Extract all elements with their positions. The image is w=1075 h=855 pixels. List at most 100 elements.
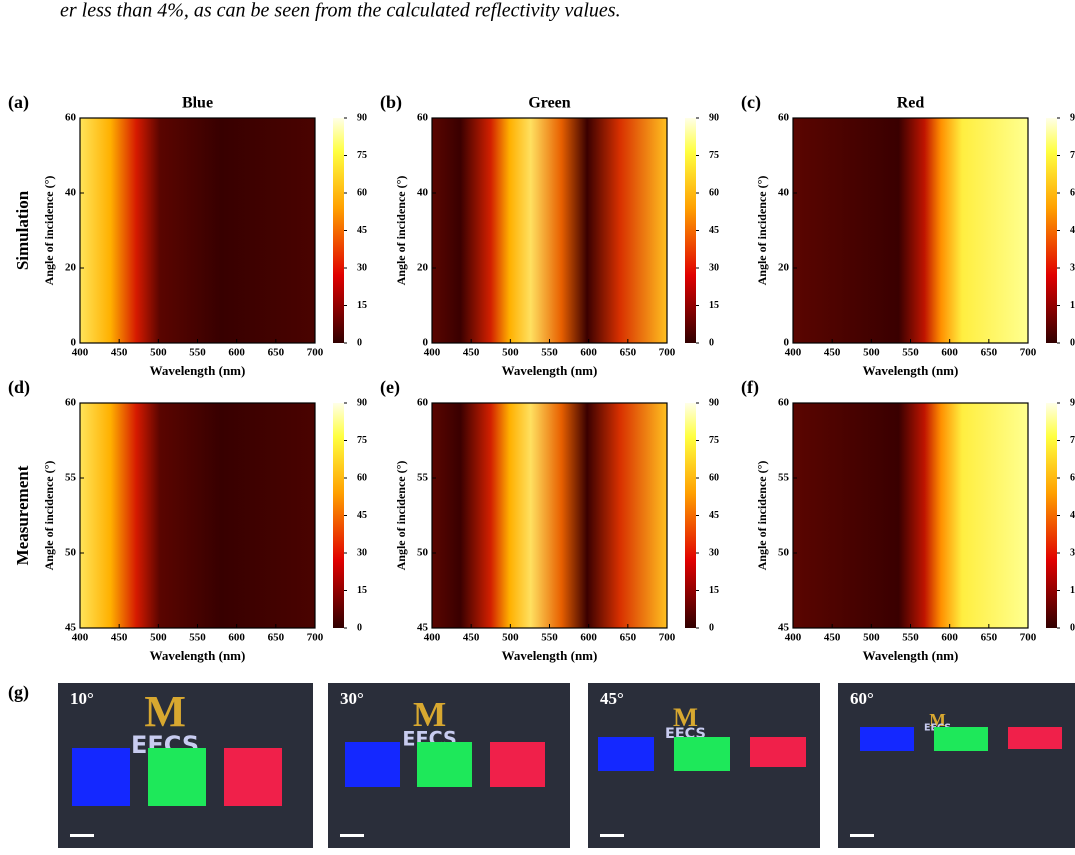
colorbar-tick-label: 0: [1070, 622, 1075, 633]
colorbar-tick-label: 60: [709, 472, 719, 483]
x-tick-label: 650: [620, 347, 637, 359]
colorbar-tick-label: 45: [357, 510, 367, 521]
colorbar-tick-label: 60: [357, 187, 367, 198]
x-tick-label: 450: [824, 632, 841, 644]
x-tick-label: 450: [111, 347, 128, 359]
y-tick-label: 60: [65, 112, 77, 124]
x-tick-label: 550: [902, 347, 919, 359]
panel-label: (e): [380, 377, 400, 398]
x-tick-label: 400: [785, 347, 802, 359]
logo: M: [144, 687, 186, 736]
color-sample: [1008, 727, 1062, 749]
x-axis-label: Wavelength (nm): [863, 648, 959, 663]
y-tick-label: 0: [784, 337, 790, 349]
x-tick-label: 600: [941, 632, 958, 644]
column-title: Blue: [182, 95, 213, 112]
colorbar: [1046, 118, 1057, 343]
color-sample: [72, 748, 130, 806]
colorbar-tick-label: 75: [709, 150, 719, 161]
x-axis-label: Wavelength (nm): [150, 363, 246, 378]
color-sample: [224, 748, 282, 806]
colorbar: [685, 403, 696, 628]
x-tick-label: 500: [150, 632, 167, 644]
y-tick-label: 20: [417, 262, 429, 274]
x-tick-label: 600: [580, 632, 597, 644]
x-tick-label: 550: [189, 632, 206, 644]
y-tick-label: 0: [423, 337, 429, 349]
logo: M: [413, 695, 446, 734]
color-sample: [860, 727, 914, 751]
scale-bar: [850, 834, 874, 837]
x-tick-label: 600: [228, 347, 245, 359]
heatmap: [792, 117, 1029, 344]
x-tick-label: 700: [307, 347, 324, 359]
photo-angle: 45°: [600, 689, 624, 708]
colorbar-tick-label: 75: [709, 435, 719, 446]
panel-label: (b): [380, 92, 402, 113]
photo-angle: 30°: [340, 689, 364, 708]
logo: M: [673, 702, 698, 732]
colorbar-tick-label: 90: [709, 112, 719, 123]
x-tick-label: 650: [268, 347, 285, 359]
color-sample: [674, 737, 730, 771]
colorbar: [333, 403, 344, 628]
y-tick-label: 20: [65, 262, 77, 274]
color-sample: [417, 742, 472, 787]
photo: [838, 683, 1075, 848]
color-sample: [750, 737, 806, 767]
panel-label: (g): [8, 682, 29, 703]
x-tick-label: 700: [1020, 347, 1037, 359]
y-axis-label: Angle of incidence (°): [755, 461, 769, 571]
x-tick-label: 400: [785, 632, 802, 644]
x-axis-label: Wavelength (nm): [150, 648, 246, 663]
x-tick-label: 400: [72, 347, 89, 359]
y-tick-label: 55: [778, 472, 790, 484]
y-tick-label: 50: [417, 547, 429, 559]
y-tick-label: 45: [417, 622, 429, 634]
colorbar-tick-label: 30: [1070, 547, 1075, 558]
y-tick-label: 50: [778, 547, 790, 559]
y-tick-label: 60: [417, 397, 429, 409]
y-tick-label: 40: [65, 187, 77, 199]
x-tick-label: 500: [863, 632, 880, 644]
column-title: Red: [897, 95, 925, 112]
scale-bar: [340, 834, 364, 837]
y-tick-label: 60: [778, 112, 790, 124]
colorbar-tick-label: 15: [1070, 300, 1075, 311]
colorbar-tick-label: 0: [709, 622, 714, 633]
colorbar-tick-label: 90: [1070, 112, 1075, 123]
colorbar-tick-label: 45: [357, 225, 367, 236]
x-tick-label: 650: [981, 347, 998, 359]
colorbar-tick-label: 45: [709, 510, 719, 521]
row-label: Measurement: [13, 465, 32, 565]
color-sample: [490, 742, 545, 787]
x-tick-label: 700: [307, 632, 324, 644]
heatmap: [792, 402, 1029, 629]
heatmap: [431, 402, 668, 629]
x-tick-label: 700: [659, 347, 676, 359]
x-tick-label: 450: [111, 632, 128, 644]
x-axis-label: Wavelength (nm): [502, 648, 598, 663]
x-tick-label: 400: [72, 632, 89, 644]
y-axis-label: Angle of incidence (°): [42, 461, 56, 571]
y-tick-label: 45: [778, 622, 790, 634]
heatmap: [79, 117, 316, 344]
y-tick-label: 60: [417, 112, 429, 124]
x-tick-label: 600: [941, 347, 958, 359]
x-tick-label: 600: [580, 347, 597, 359]
y-tick-label: 50: [65, 547, 77, 559]
x-tick-label: 450: [463, 347, 480, 359]
y-axis-label: Angle of incidence (°): [755, 176, 769, 286]
y-axis-label: Angle of incidence (°): [394, 176, 408, 286]
y-tick-label: 40: [417, 187, 429, 199]
colorbar-tick-label: 60: [357, 472, 367, 483]
panel-label: (d): [8, 377, 30, 398]
x-tick-label: 500: [150, 347, 167, 359]
x-tick-label: 700: [659, 632, 676, 644]
colorbar-tick-label: 0: [357, 337, 362, 348]
x-axis-label: Wavelength (nm): [502, 363, 598, 378]
y-tick-label: 0: [71, 337, 77, 349]
colorbar-tick-label: 90: [357, 112, 367, 123]
y-tick-label: 55: [65, 472, 77, 484]
